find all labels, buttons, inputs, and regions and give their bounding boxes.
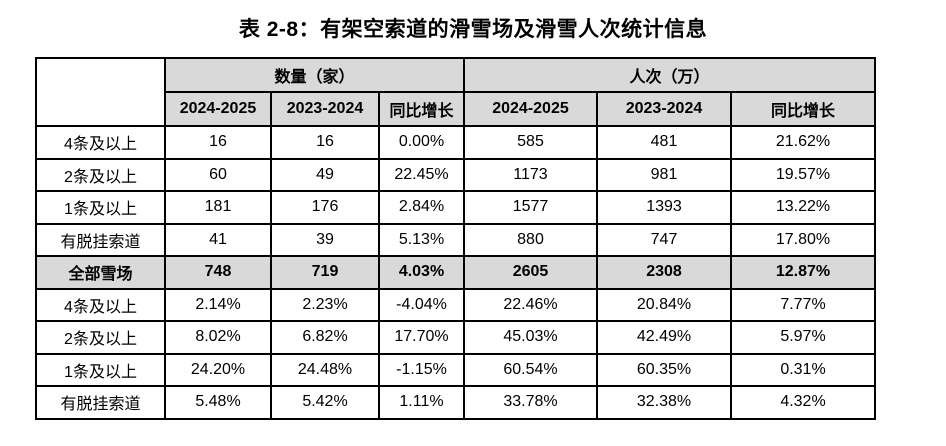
- table-row: 2条及以上 60 49 22.45% 1173 981 19.57%: [35, 157, 876, 192]
- value-cell: 22.45%: [378, 157, 465, 192]
- value-cell: 481: [596, 125, 732, 160]
- value-cell: 42.49%: [596, 320, 732, 355]
- value-cell: 880: [463, 222, 598, 257]
- value-cell: 2.14%: [164, 287, 272, 322]
- table-header: 数量（家） 人次（万） 2024-2025 2023-2024 同比增长 202…: [35, 57, 876, 127]
- value-cell: 2.23%: [270, 287, 380, 322]
- value-cell: 60.35%: [596, 352, 732, 387]
- value-cell: 49: [270, 157, 380, 192]
- value-cell: 7.77%: [730, 287, 876, 322]
- group-header-row: 数量（家） 人次（万）: [35, 57, 876, 127]
- value-cell: -1.15%: [378, 352, 465, 387]
- value-cell: 21.62%: [730, 125, 876, 160]
- value-cell: 2605: [463, 255, 598, 290]
- value-cell: 1577: [463, 190, 598, 225]
- value-cell: 585: [463, 125, 598, 160]
- row-label: 全部雪场: [35, 255, 166, 290]
- value-cell: 2.84%: [378, 190, 465, 225]
- value-cell: 719: [270, 255, 380, 290]
- value-cell: 60.54%: [463, 352, 598, 387]
- row-label: 有脱挂索道: [35, 385, 166, 420]
- table-row: 4条及以上 16 16 0.00% 585 481 21.62%: [35, 125, 876, 160]
- value-cell: 181: [164, 190, 272, 225]
- sub-header-row: 2024-2025 2023-2024 同比增长 2024-2025 2023-…: [36, 91, 876, 127]
- value-cell: 1173: [463, 157, 598, 192]
- value-cell: 5.97%: [730, 320, 876, 355]
- row-label: 2条及以上: [35, 320, 166, 355]
- value-cell: 176: [270, 190, 380, 225]
- value-cell: 17.70%: [378, 320, 465, 355]
- value-cell: 5.42%: [270, 385, 380, 420]
- col-header-qty-yoy: 同比增长: [378, 91, 465, 127]
- value-cell: 981: [596, 157, 732, 192]
- value-cell: 5.13%: [378, 222, 465, 257]
- value-cell: 13.22%: [730, 190, 876, 225]
- statistics-table: 数量（家） 人次（万） 2024-2025 2023-2024 同比增长 202…: [35, 57, 876, 420]
- value-cell: 5.48%: [164, 385, 272, 420]
- col-header-qty-2023-2024: 2023-2024: [270, 91, 380, 127]
- table-row: 有脱挂索道 41 39 5.13% 880 747 17.80%: [35, 222, 876, 257]
- table-row: 1条及以上 181 176 2.84% 1577 1393 13.22%: [35, 190, 876, 225]
- table-body: 4条及以上 16 16 0.00% 585 481 21.62% 2条及以上 6…: [35, 125, 876, 420]
- table-row: 2条及以上 8.02% 6.82% 17.70% 45.03% 42.49% 5…: [35, 320, 876, 355]
- col-header-visits-2024-2025: 2024-2025: [463, 91, 598, 127]
- value-cell: 16: [270, 125, 380, 160]
- value-cell: 16: [164, 125, 272, 160]
- col-header-visits-yoy: 同比增长: [730, 91, 876, 127]
- value-cell: 24.48%: [270, 352, 380, 387]
- value-cell: 19.57%: [730, 157, 876, 192]
- value-cell: 45.03%: [463, 320, 598, 355]
- table-row: 4条及以上 2.14% 2.23% -4.04% 22.46% 20.84% 7…: [35, 287, 876, 322]
- group-header-quantity: 数量（家）: [164, 57, 465, 93]
- value-cell: -4.04%: [378, 287, 465, 322]
- value-cell: 20.84%: [596, 287, 732, 322]
- value-cell: 1393: [596, 190, 732, 225]
- value-cell: 24.20%: [164, 352, 272, 387]
- value-cell: 2308: [596, 255, 732, 290]
- group-header-visits: 人次（万）: [463, 57, 876, 93]
- value-cell: 60: [164, 157, 272, 192]
- col-header-visits-2023-2024: 2023-2024: [596, 91, 732, 127]
- row-label: 1条及以上: [35, 190, 166, 225]
- value-cell: 1.11%: [378, 385, 465, 420]
- value-cell: 8.02%: [164, 320, 272, 355]
- value-cell: 0.00%: [378, 125, 465, 160]
- value-cell: 17.80%: [730, 222, 876, 257]
- value-cell: 747: [596, 222, 732, 257]
- value-cell: 6.82%: [270, 320, 380, 355]
- value-cell: 22.46%: [463, 287, 598, 322]
- value-cell: 32.38%: [596, 385, 732, 420]
- value-cell: 41: [164, 222, 272, 257]
- value-cell: 748: [164, 255, 272, 290]
- value-cell: 39: [270, 222, 380, 257]
- row-label: 有脱挂索道: [35, 222, 166, 257]
- col-header-qty-2024-2025: 2024-2025: [164, 91, 272, 127]
- table-title: 表 2-8：有架空索道的滑雪场及滑雪人次统计信息: [238, 18, 708, 41]
- value-cell: 4.03%: [378, 255, 465, 290]
- row-label: 1条及以上: [35, 352, 166, 387]
- value-cell: 12.87%: [730, 255, 876, 290]
- value-cell: 0.31%: [730, 352, 876, 387]
- row-label: 4条及以上: [35, 125, 166, 160]
- row-label: 4条及以上: [35, 287, 166, 322]
- row-label: 2条及以上: [35, 157, 166, 192]
- corner-cell: [35, 57, 166, 127]
- table-row-total: 全部雪场 748 719 4.03% 2605 2308 12.87%: [35, 255, 876, 290]
- value-cell: 4.32%: [730, 385, 876, 420]
- table-row: 1条及以上 24.20% 24.48% -1.15% 60.54% 60.35%…: [35, 352, 876, 387]
- value-cell: 33.78%: [463, 385, 598, 420]
- table-row: 有脱挂索道 5.48% 5.42% 1.11% 33.78% 32.38% 4.…: [35, 385, 876, 420]
